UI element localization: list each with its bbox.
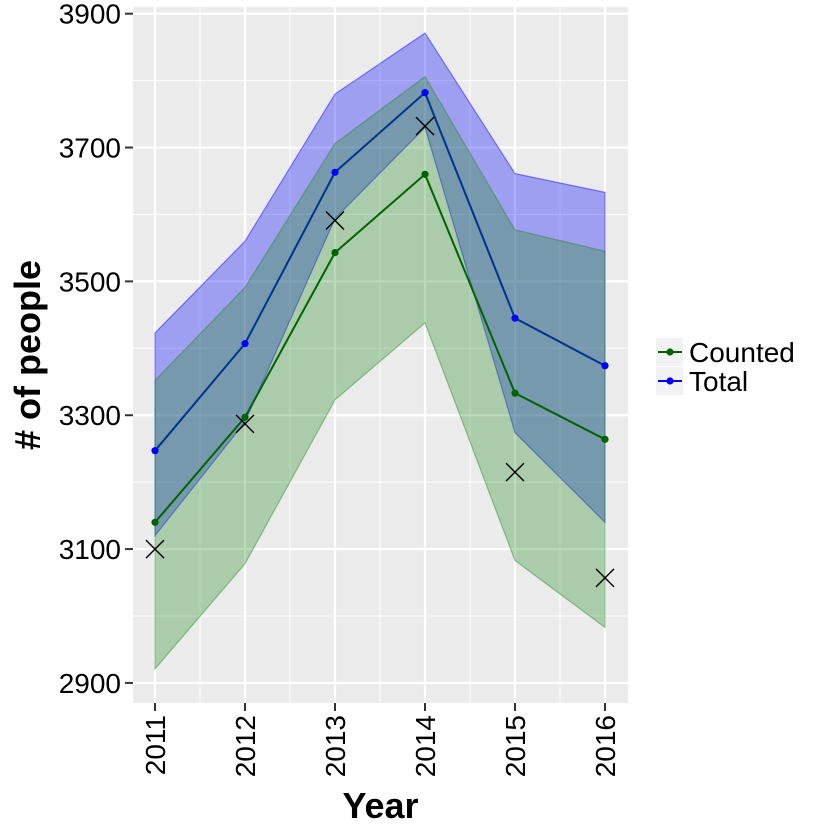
- observed-marker: [235, 414, 255, 434]
- y-tick-label: 3300: [59, 400, 121, 431]
- observed-marker: [505, 462, 525, 482]
- observed-markers: [145, 116, 615, 588]
- point-counted: [241, 413, 249, 421]
- y-tick-label: 2900: [59, 668, 121, 699]
- legend-point-counted: [666, 348, 674, 356]
- observed-marker-stroke: [505, 462, 525, 482]
- x-tick-label: 2013: [320, 715, 351, 777]
- point-counted: [331, 249, 339, 257]
- observed-marker-stroke: [235, 414, 255, 434]
- observed-marker-stroke: [325, 210, 345, 230]
- point-total: [421, 89, 429, 97]
- x-axis-title: Year: [342, 785, 418, 826]
- point-total: [601, 362, 609, 370]
- y-axis: 2900 3100 3300 3500 3700 3900: [59, 0, 133, 699]
- y-tick-label: 3700: [59, 133, 121, 164]
- series-lines: [154, 90, 606, 523]
- point-counted: [421, 170, 429, 178]
- point-counted: [601, 435, 609, 443]
- observed-marker: [145, 539, 165, 559]
- line-counted: [154, 172, 606, 523]
- x-axis: 2011 2012 2013 2014 2015 2016: [140, 703, 621, 777]
- x-tick-label: 2011: [140, 715, 171, 775]
- series-points: [151, 89, 609, 526]
- line-total: [154, 90, 606, 452]
- x-tick-label: 2014: [410, 715, 441, 777]
- observed-marker: [595, 568, 615, 588]
- x-tick-label: 2016: [590, 715, 621, 777]
- observed-marker-stroke: [595, 568, 615, 588]
- y-tick-label: 3100: [59, 534, 121, 565]
- observed-marker: [415, 116, 435, 136]
- point-total: [331, 168, 339, 176]
- y-tick-label: 3500: [59, 266, 121, 297]
- point-counted: [511, 389, 519, 397]
- x-tick-label: 2012: [230, 715, 261, 777]
- band-total: [154, 32, 606, 538]
- observed-marker-stroke: [415, 116, 435, 136]
- observed-marker: [325, 210, 345, 230]
- y-tick-label: 3900: [59, 0, 121, 30]
- grid-major: [133, 7, 628, 703]
- observed-marker-stroke: [145, 539, 165, 559]
- legend-point-total: [666, 377, 674, 385]
- y-axis-title: # of people: [7, 260, 48, 450]
- grid-minor: [133, 7, 628, 703]
- point-counted: [151, 518, 159, 526]
- x-tick-label: 2015: [500, 715, 531, 777]
- point-total: [151, 447, 159, 455]
- point-total: [511, 314, 519, 322]
- point-total: [241, 340, 249, 348]
- legend-label-total: Total: [689, 366, 748, 397]
- confidence-bands: [154, 32, 606, 671]
- band-counted: [154, 75, 606, 671]
- legend-label-counted: Counted: [689, 337, 795, 368]
